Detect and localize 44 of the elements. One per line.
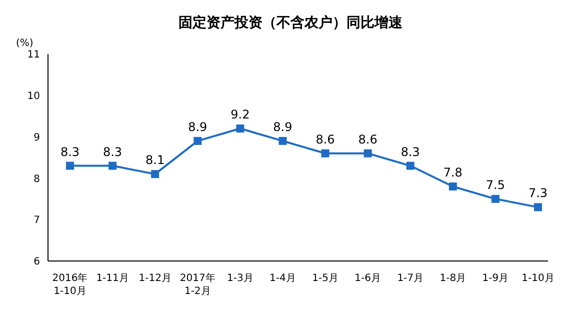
point [151, 170, 160, 178]
x-tick-label: 1-6月 [354, 273, 381, 284]
y-tick-label: 7 [34, 215, 40, 226]
data-label: 8.1 [146, 153, 165, 168]
x-tick-label: 2017年 1-2月 [180, 272, 216, 297]
data-label: 8.9 [273, 120, 292, 134]
y-tick-label: 9 [34, 132, 40, 144]
data-label: 8.3 [60, 144, 80, 159]
y-tick-label: 6 [34, 256, 40, 268]
data-label: 8.6 [358, 132, 378, 146]
x-tick-label: 2016年 1-10月 [52, 272, 88, 297]
y-tick-label: 10 [27, 90, 40, 102]
point [406, 162, 414, 170]
point [321, 149, 330, 158]
x-tick-label: 1-4月 [270, 273, 296, 284]
point [448, 182, 457, 190]
data-label: 8.9 [188, 120, 208, 134]
x-tick-label: 1-11月 [96, 273, 129, 284]
point [236, 124, 244, 133]
x-tick-label: 1-9月 [482, 273, 509, 284]
point [364, 149, 372, 158]
point [108, 162, 117, 170]
y-tick-label: 11 [27, 50, 40, 61]
chart-title: 固定资产投资（不含农户）同比增速 [178, 14, 404, 33]
data-label: 7.5 [486, 178, 505, 192]
x-tick-label: 1-5月 [312, 273, 338, 284]
x-tick-label: 1-8月 [440, 273, 466, 284]
x-tick-label: 1-12月 [138, 273, 172, 284]
data-label: 7.8 [443, 165, 462, 180]
x-tick-label: 1-7月 [397, 273, 424, 284]
data-label: 8.3 [103, 144, 122, 159]
point [534, 203, 542, 212]
x-tick-label: 1-10月 [522, 273, 554, 284]
point [194, 136, 202, 145]
data-label: 8.6 [316, 132, 335, 146]
x-tick-label: 1-3月 [227, 273, 254, 284]
point [278, 136, 287, 145]
y-tick-label: 8 [34, 174, 40, 185]
point [491, 194, 500, 203]
data-label: 8.3 [400, 144, 420, 159]
y-axis-title: (%) [16, 38, 34, 49]
data-label: 9.2 [230, 108, 250, 122]
data-label: 7.3 [528, 186, 548, 200]
point [66, 162, 74, 170]
